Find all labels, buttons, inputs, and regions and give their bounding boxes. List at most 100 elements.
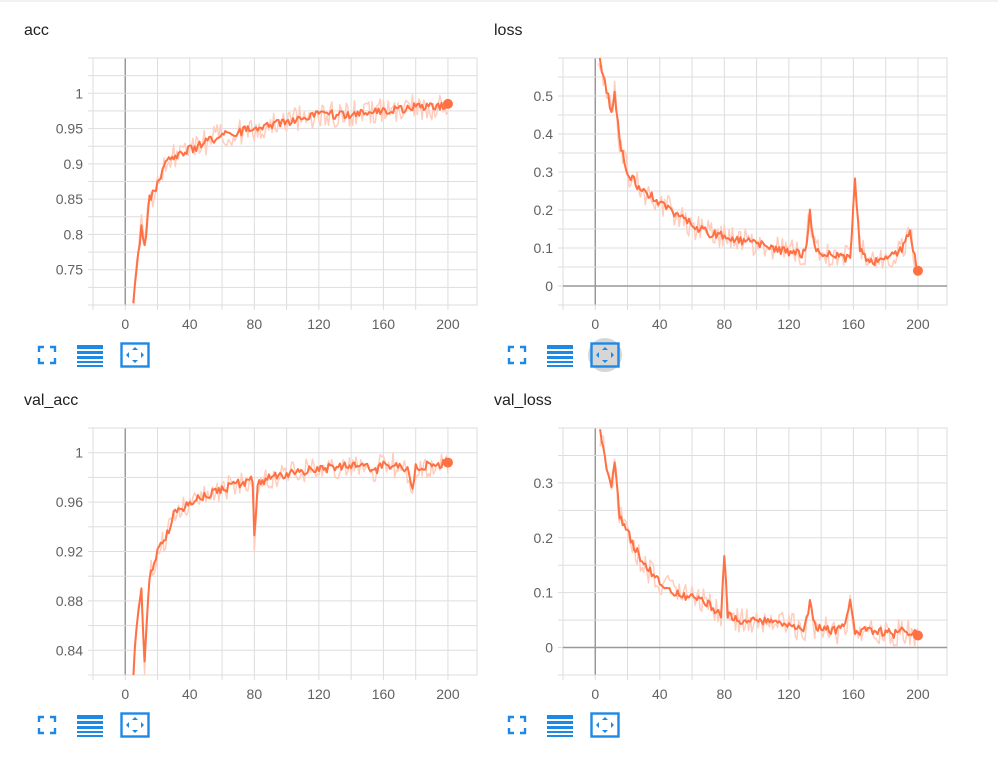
series-group [597, 58, 919, 275]
x-tick-label: 200 [906, 316, 930, 332]
y-tick-label: 0.3 [534, 164, 554, 180]
data-series-icon [76, 713, 104, 737]
chart-title: acc [24, 22, 49, 39]
smoothed-series-line [132, 457, 449, 675]
y-tick-label: 0.75 [56, 262, 83, 278]
y-tick-label: 0.4 [534, 126, 554, 142]
raw-series-line [133, 94, 449, 305]
x-tick-label: 120 [777, 686, 801, 702]
chart-title: val_acc [24, 392, 79, 409]
chart-toolbar [500, 708, 630, 742]
fullscreen-button[interactable] [500, 708, 534, 742]
smoothed-series-line [598, 58, 919, 269]
x-tick-label: 200 [906, 686, 930, 702]
fit-domain-button[interactable] [118, 338, 152, 372]
chart-card-val-loss: val_loss 0 40 80 120 160 200 0 0.1 0.2 0.3 [470, 370, 950, 738]
x-tick-label: 80 [717, 686, 733, 702]
chart-toolbar [30, 708, 160, 742]
x-tick-label: 80 [717, 316, 733, 332]
last-point-marker [442, 457, 453, 468]
x-tick-label: 40 [182, 316, 198, 332]
series-group [132, 94, 449, 305]
chart-toolbar [500, 338, 630, 372]
fit-domain-button[interactable] [118, 708, 152, 742]
x-tick-label: 200 [436, 316, 460, 332]
chart-plot-val-loss[interactable]: 0 40 80 120 160 200 0 0.1 0.2 0.3 [470, 370, 950, 710]
y-tick-label: 0.96 [56, 494, 83, 510]
y-tick-label: 0.2 [534, 202, 554, 218]
fullscreen-icon [36, 344, 58, 366]
fit-domain-icon [120, 712, 150, 738]
data-series-button[interactable] [543, 338, 577, 372]
x-tick-label: 0 [121, 686, 129, 702]
data-series-icon [546, 713, 574, 737]
x-tick-label: 80 [247, 686, 263, 702]
y-tick-label: 0.95 [56, 121, 83, 137]
x-tick-label: 80 [247, 316, 263, 332]
x-tick-label: 0 [121, 316, 129, 332]
chart-plot-acc[interactable]: 0 40 80 120 160 200 0.75 0.8 0.85 0.9 0.95 1 [0, 0, 480, 340]
x-tick-label: 160 [372, 686, 396, 702]
fit-domain-icon [590, 712, 620, 738]
y-tick-label: 0 [545, 640, 553, 656]
chart-plot-val-acc[interactable]: 0 40 80 120 160 200 0.84 0.88 0.92 0.96 1 [0, 370, 480, 710]
x-tick-label: 0 [591, 316, 599, 332]
y-tick-label: 0.1 [534, 240, 554, 256]
data-series-button[interactable] [543, 708, 577, 742]
x-tick-label: 160 [842, 686, 866, 702]
y-tick-label: 0.5 [534, 88, 554, 104]
smoothed-series-line [132, 101, 448, 304]
last-point-marker [912, 630, 923, 641]
fullscreen-button[interactable] [500, 338, 534, 372]
x-tick-label: 40 [652, 316, 668, 332]
x-tick-label: 120 [777, 316, 801, 332]
chart-card-val-acc: val_acc 0 40 80 120 160 200 0.84 0.88 0.92 0.96 1 [0, 370, 480, 738]
last-point-marker [442, 98, 453, 109]
data-series-icon [546, 343, 574, 367]
data-series-icon [76, 343, 104, 367]
raw-series-line [599, 434, 919, 648]
x-tick-label: 200 [436, 686, 460, 702]
y-tick-label: 1 [75, 85, 83, 101]
fullscreen-button[interactable] [30, 708, 64, 742]
last-point-marker [912, 265, 923, 276]
chart-plot-loss[interactable]: 0 40 80 120 160 200 0 0.1 0.2 0.3 0.4 0.5 [470, 0, 950, 340]
fullscreen-icon [506, 714, 528, 736]
x-tick-label: 120 [307, 316, 331, 332]
y-tick-label: 0 [545, 278, 553, 294]
y-tick-label: 0.9 [64, 156, 84, 172]
plot-frame [562, 57, 948, 306]
y-tick-label: 0.85 [56, 191, 83, 207]
x-tick-label: 40 [652, 686, 668, 702]
chart-card-loss: loss 0 40 80 120 160 200 0 0.1 0.2 0.3 0.4 0.5 [470, 0, 950, 372]
x-tick-label: 160 [372, 316, 396, 332]
x-tick-label: 0 [591, 686, 599, 702]
y-tick-label: 0.2 [534, 530, 554, 546]
smoothed-series-line [599, 429, 919, 639]
data-series-button[interactable] [73, 708, 107, 742]
fit-domain-icon [590, 342, 620, 368]
y-tick-label: 0.88 [56, 593, 83, 609]
data-series-button[interactable] [73, 338, 107, 372]
fullscreen-icon [506, 344, 528, 366]
series-group [132, 452, 449, 675]
y-tick-label: 0.1 [534, 585, 554, 601]
raw-series-line [133, 452, 449, 675]
top-divider [0, 0, 998, 2]
y-tick-label: 0.84 [56, 642, 83, 658]
y-tick-label: 0.92 [56, 544, 83, 560]
fit-domain-button[interactable] [588, 708, 622, 742]
x-tick-label: 120 [307, 686, 331, 702]
fullscreen-button[interactable] [30, 338, 64, 372]
y-tick-label: 1 [75, 445, 83, 461]
y-tick-label: 0.3 [534, 475, 554, 491]
chart-title: loss [494, 22, 523, 39]
x-tick-label: 160 [842, 316, 866, 332]
x-tick-label: 40 [182, 686, 198, 702]
fullscreen-icon [36, 714, 58, 736]
fit-domain-button[interactable] [588, 338, 622, 372]
chart-title: val_loss [494, 392, 552, 409]
series-group [599, 429, 919, 648]
chart-card-acc: acc 0 40 80 120 160 200 0.75 0.8 0.85 0.9 0.95 1 [0, 0, 480, 368]
chart-toolbar [30, 338, 160, 372]
